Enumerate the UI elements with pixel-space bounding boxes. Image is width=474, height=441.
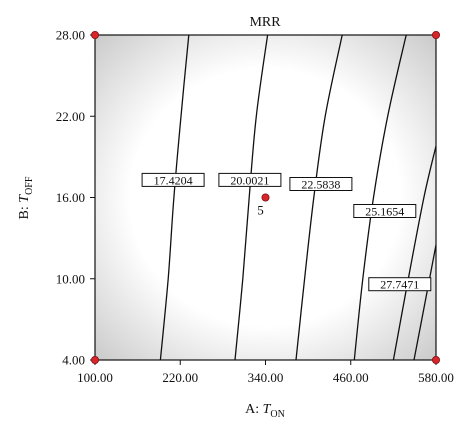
design-point: [431, 30, 440, 39]
y-tick-label: 22.00: [56, 109, 85, 124]
y-tick-label: 10.00: [56, 271, 85, 286]
chart-title: MRR: [249, 15, 281, 30]
y-axis-label-sub: OFF: [24, 176, 35, 195]
center-point: [261, 193, 270, 202]
y-tick-label: 28.00: [56, 28, 85, 43]
contour-label-box-2: [218, 172, 282, 187]
contour-label-box-5: [368, 277, 432, 292]
y-axis-label: B: TOFF: [17, 176, 35, 219]
x-tick-label: 340.00: [248, 370, 284, 385]
contour-label-1: 17.4204: [154, 173, 193, 187]
design-point: [91, 30, 100, 39]
x-tick-label: 220.00: [162, 370, 198, 385]
contour-line-1: [159, 35, 190, 360]
x-axis-label: A: TON: [245, 402, 285, 420]
x-axis-ticks: 100.00 220.00 340.00 460.00 580.00: [77, 360, 454, 385]
x-tick-label: 460.00: [333, 370, 369, 385]
contour-label-box-3: [289, 177, 353, 191]
contour-line-2: [234, 35, 269, 360]
contour-line-3: [295, 35, 343, 360]
design-point: [431, 355, 440, 364]
design-points: 5: [91, 30, 440, 364]
y-tick-label: 16.00: [56, 190, 85, 205]
x-tick-label: 100.00: [77, 370, 113, 385]
x-axis-label-main: T: [263, 402, 272, 417]
x-axis-label-prefix: A:: [245, 402, 263, 417]
contour-label-5: 27.7471: [380, 278, 419, 292]
y-tick-label: 4.00: [62, 353, 85, 368]
center-point-count: 5: [257, 203, 264, 218]
y-axis-ticks: 4.00 10.00 16.00 22.00 28.00: [56, 28, 95, 368]
design-point: [91, 355, 100, 364]
contour-label-2: 20.0021: [230, 173, 269, 187]
y-axis-label-main: T: [17, 194, 32, 203]
contour-labels: 17.4204 20.0021 22.5838 25.1654 27.7471: [141, 172, 432, 292]
contour-line-6: [392, 145, 436, 360]
y-axis-label-prefix: B:: [17, 203, 32, 220]
x-axis-label-sub: ON: [270, 409, 284, 420]
contour-label-3: 22.5838: [301, 178, 340, 192]
contour-label-4: 25.1654: [365, 205, 404, 219]
x-tick-label: 580.00: [418, 370, 454, 385]
contour-label-box-4: [353, 204, 417, 218]
contour-lines: [159, 35, 436, 360]
contour-line-4: [353, 35, 407, 360]
contour-line-5: [413, 244, 436, 360]
contour-label-box-1: [141, 172, 205, 187]
